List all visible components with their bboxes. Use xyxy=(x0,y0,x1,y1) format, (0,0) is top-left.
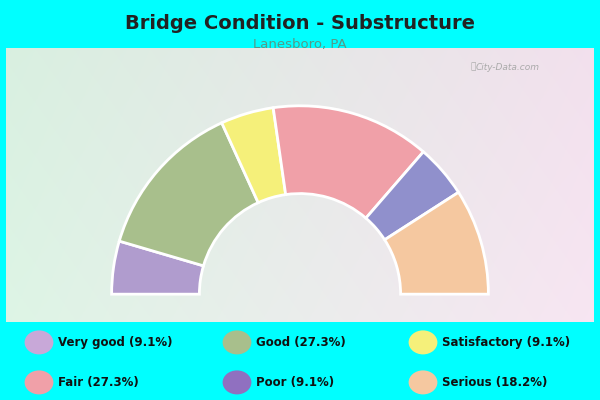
Ellipse shape xyxy=(409,330,437,354)
Text: Bridge Condition - Substructure: Bridge Condition - Substructure xyxy=(125,14,475,33)
Ellipse shape xyxy=(25,370,53,394)
Wedge shape xyxy=(222,108,286,203)
Text: Very good (9.1%): Very good (9.1%) xyxy=(58,336,172,349)
Text: Poor (9.1%): Poor (9.1%) xyxy=(256,376,334,389)
Ellipse shape xyxy=(223,330,251,354)
Wedge shape xyxy=(366,152,458,240)
Text: Satisfactory (9.1%): Satisfactory (9.1%) xyxy=(442,336,570,349)
Text: Fair (27.3%): Fair (27.3%) xyxy=(58,376,139,389)
Text: Serious (18.2%): Serious (18.2%) xyxy=(442,376,547,389)
Wedge shape xyxy=(273,106,424,218)
Text: ⓘ: ⓘ xyxy=(470,62,476,71)
Wedge shape xyxy=(112,241,203,294)
Ellipse shape xyxy=(25,330,53,354)
Wedge shape xyxy=(385,192,488,294)
Ellipse shape xyxy=(409,370,437,394)
Text: Lanesboro, PA: Lanesboro, PA xyxy=(253,38,347,51)
Wedge shape xyxy=(119,123,258,266)
Text: City-Data.com: City-Data.com xyxy=(476,63,540,72)
Text: Good (27.3%): Good (27.3%) xyxy=(256,336,346,349)
Ellipse shape xyxy=(223,370,251,394)
